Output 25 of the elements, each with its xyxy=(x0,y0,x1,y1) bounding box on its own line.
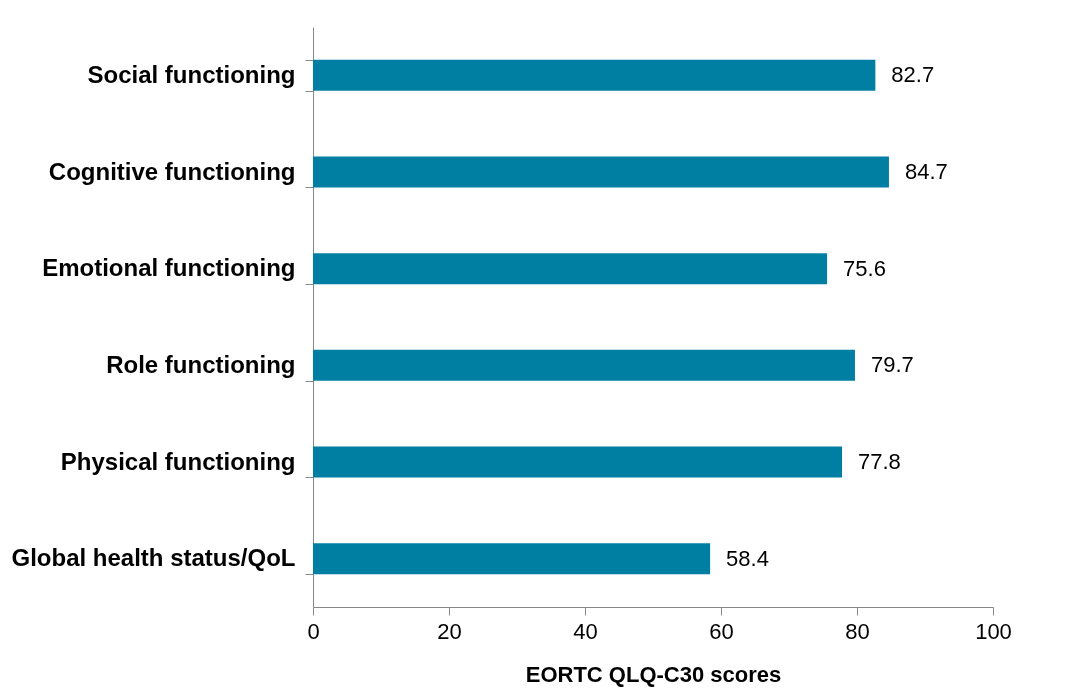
y-tick-label: Cognitive functioning xyxy=(48,157,296,185)
bar xyxy=(313,446,843,478)
x-tick-label: 20 xyxy=(437,618,462,644)
data-label: 82.7 xyxy=(891,62,935,88)
bar xyxy=(313,59,876,91)
bar xyxy=(313,253,828,285)
y-tick-label: Social functioning xyxy=(87,60,296,88)
x-axis-title: EORTC QLQ-C30 scores xyxy=(525,661,782,687)
x-tick-label: 40 xyxy=(573,618,598,644)
y-tick-label: Emotional functioning xyxy=(42,254,296,282)
y-tick-label: Physical functioning xyxy=(60,447,296,475)
x-tick-label: 100 xyxy=(975,618,1012,644)
y-tick-label: Role functioning xyxy=(106,350,296,378)
data-label: 79.7 xyxy=(870,352,914,378)
bar xyxy=(313,543,711,575)
y-tick-label: Global health status/QoL xyxy=(11,544,296,572)
bar xyxy=(313,156,889,188)
x-tick-label: 0 xyxy=(307,618,320,644)
bar xyxy=(313,349,855,381)
x-tick-label: 80 xyxy=(845,618,870,644)
data-label: 75.6 xyxy=(843,255,886,281)
data-label: 58.4 xyxy=(726,545,769,571)
x-tick-label: 60 xyxy=(709,618,734,644)
data-label: 84.7 xyxy=(904,159,948,184)
data-label: 77.8 xyxy=(858,449,901,474)
